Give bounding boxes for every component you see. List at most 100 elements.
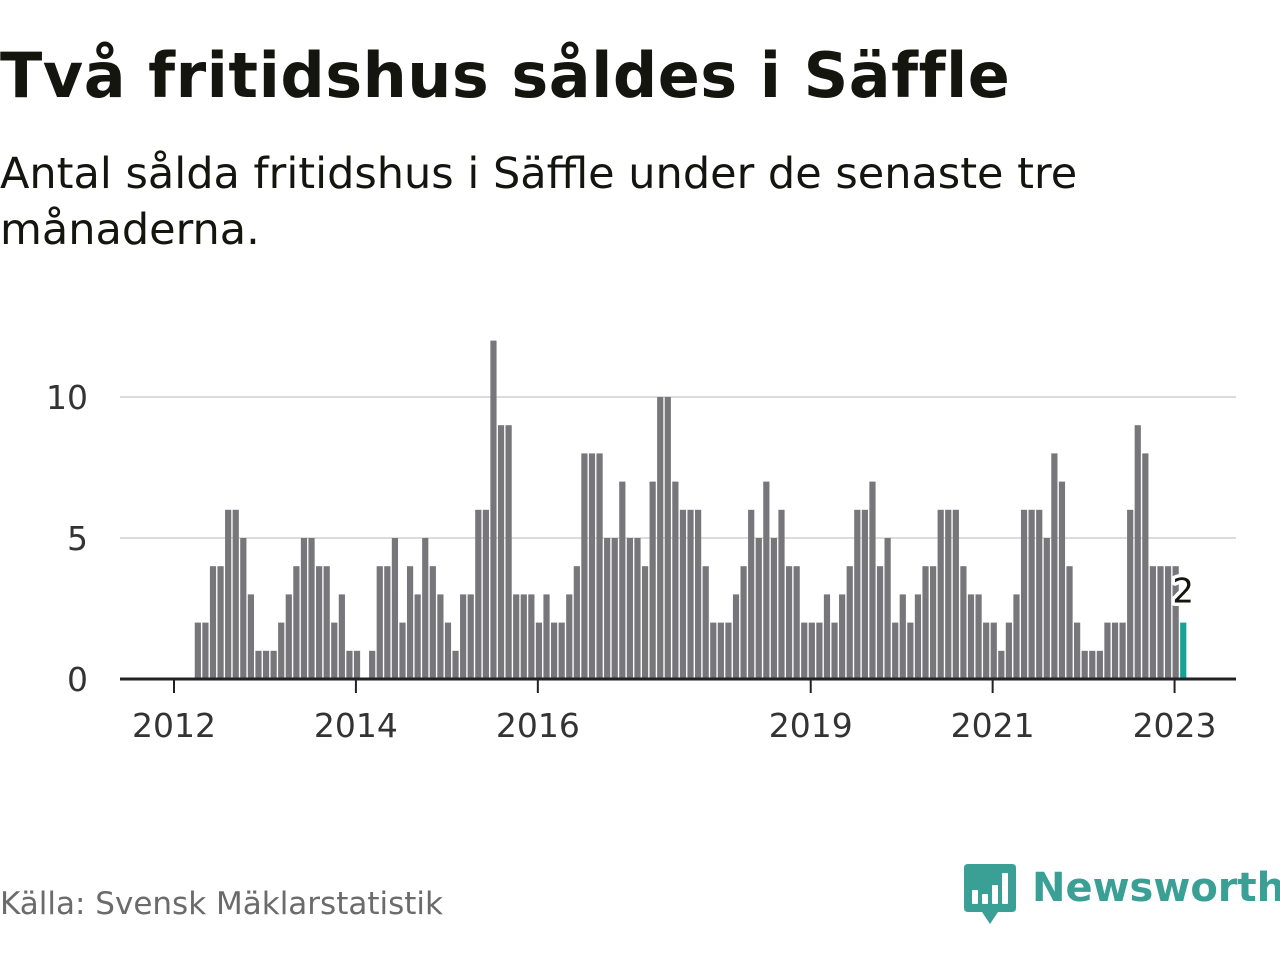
bar — [391, 538, 399, 679]
bar — [444, 622, 452, 679]
bar — [1157, 566, 1164, 679]
bar — [1028, 509, 1035, 679]
bar — [1134, 425, 1141, 679]
x-axis-labels: 2012 2014 2016 2019 2021 2023 — [132, 706, 1217, 745]
bar — [240, 538, 247, 679]
bar — [884, 538, 891, 679]
bar — [619, 481, 626, 679]
bar — [467, 594, 474, 679]
bar — [308, 538, 315, 679]
bar — [573, 566, 580, 679]
bar — [1104, 622, 1111, 679]
bar — [831, 622, 838, 679]
bar — [755, 538, 762, 679]
bar — [270, 650, 277, 679]
x-axis-ticks — [173, 679, 1176, 693]
bar — [581, 453, 588, 679]
bar — [346, 650, 353, 679]
bar — [793, 566, 800, 679]
bars — [194, 340, 1187, 679]
bar — [520, 594, 527, 679]
bar — [1096, 650, 1103, 679]
bar — [732, 594, 740, 679]
bar — [1074, 622, 1081, 679]
bar — [1149, 566, 1157, 679]
bar — [482, 509, 489, 679]
bar — [588, 453, 596, 679]
bar — [998, 650, 1005, 679]
chart-title: Två fritidshus såldes i Säffle — [0, 39, 1011, 112]
bar — [551, 622, 558, 679]
bar — [1020, 509, 1028, 679]
bar — [634, 538, 641, 679]
bar — [376, 566, 383, 679]
brand-logo: Newsworthy — [964, 864, 1280, 928]
bar — [202, 622, 209, 679]
bar — [209, 566, 217, 679]
bar — [846, 566, 853, 679]
bar — [460, 594, 467, 679]
newsworthy-logo-icon — [964, 864, 1016, 924]
bar — [778, 509, 785, 679]
bar — [285, 594, 292, 679]
bar — [513, 594, 520, 679]
bar — [1058, 481, 1066, 679]
bar — [475, 509, 482, 679]
bar — [710, 622, 717, 679]
bar — [1119, 622, 1126, 679]
bar-chart: 0 5 10 2012 2014 2016 2019 2021 2023 2 — [46, 340, 1236, 745]
bar — [869, 481, 876, 679]
bar — [452, 650, 459, 679]
bar — [1051, 453, 1058, 679]
bar — [611, 538, 618, 679]
bar — [566, 594, 573, 679]
bar — [740, 566, 747, 679]
bar — [497, 425, 505, 679]
bar — [323, 566, 330, 679]
bar — [649, 481, 656, 679]
bar — [437, 594, 444, 679]
bar — [983, 622, 990, 679]
bar — [922, 566, 929, 679]
bar — [876, 566, 884, 679]
bar — [300, 538, 308, 679]
bar — [1081, 650, 1088, 679]
bar — [657, 397, 664, 679]
x-tick-label: 2016 — [496, 706, 580, 745]
bar — [748, 509, 755, 679]
bar — [217, 566, 224, 679]
bar — [717, 622, 724, 679]
bar — [422, 538, 429, 679]
bar — [1013, 594, 1020, 679]
bar — [1172, 566, 1179, 679]
y-tick-label: 0 — [67, 660, 88, 699]
bar — [225, 509, 232, 679]
bar — [535, 622, 543, 679]
bar — [1089, 650, 1096, 679]
bar — [816, 622, 823, 679]
x-tick-label: 2014 — [314, 706, 398, 745]
bar — [338, 594, 345, 679]
source-note: Källa: Svensk Mäklarstatistik — [0, 886, 443, 922]
bar — [770, 538, 778, 679]
bar — [945, 509, 952, 679]
bar — [839, 594, 846, 679]
bar — [1111, 622, 1119, 679]
chart-subtitle: Antal sålda fritidshus i Säffle under de… — [0, 149, 1078, 255]
bar — [1127, 509, 1134, 679]
bar — [967, 594, 975, 679]
bar — [687, 509, 694, 679]
bar — [406, 566, 414, 679]
bar — [505, 425, 512, 679]
bar — [596, 453, 603, 679]
bar — [672, 481, 679, 679]
bar — [247, 594, 254, 679]
bar — [823, 594, 831, 679]
last-value-label: 2 — [1172, 572, 1194, 612]
bar — [952, 509, 959, 679]
bar — [1142, 453, 1149, 679]
bar — [763, 481, 770, 679]
bar — [369, 650, 376, 679]
bar — [399, 622, 406, 679]
bar — [899, 594, 906, 679]
